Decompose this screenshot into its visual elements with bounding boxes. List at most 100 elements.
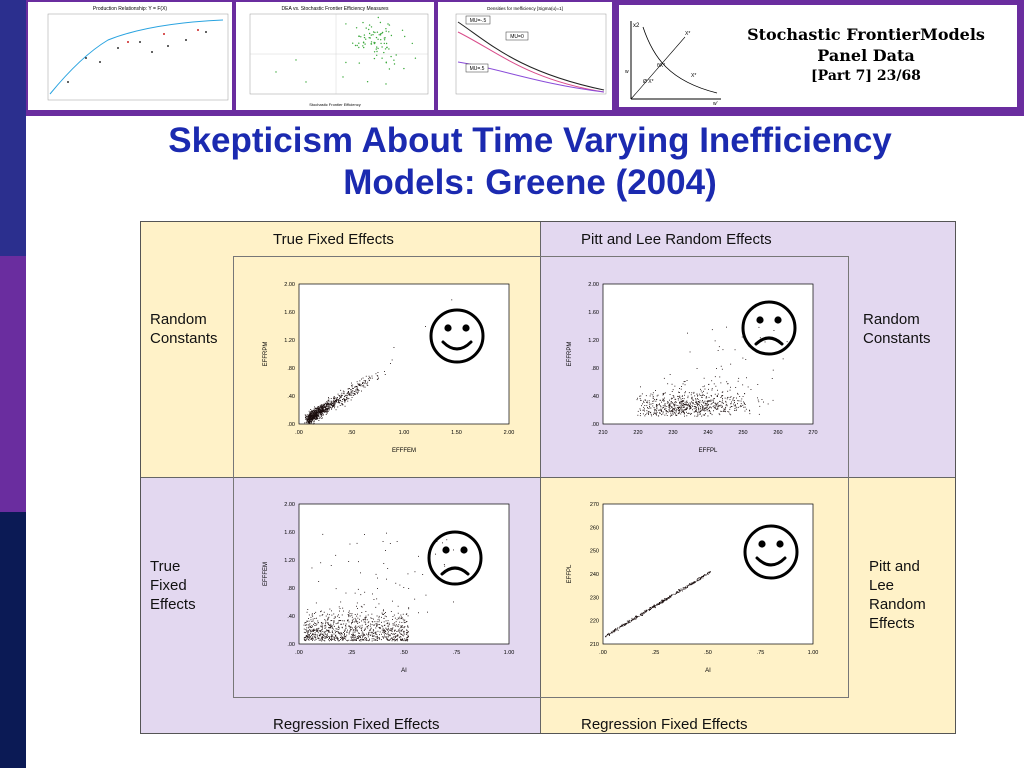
scatter-point	[354, 631, 356, 633]
scatter-point	[330, 625, 331, 627]
scatter-point	[716, 395, 718, 396]
scatter-point	[715, 403, 717, 405]
scatter-point	[328, 624, 330, 625]
scatter-point	[397, 605, 399, 607]
scatter-point	[364, 383, 366, 384]
scatter-point	[674, 407, 675, 409]
scatter-point	[649, 406, 650, 407]
scatter-point	[324, 619, 326, 621]
scatter-point	[365, 615, 367, 617]
scatter-point	[684, 404, 686, 406]
scatter-point	[742, 357, 744, 359]
scatter-point	[733, 405, 735, 407]
scatter-point	[341, 392, 343, 394]
scatter-point	[684, 394, 685, 396]
thumb2-dot	[360, 36, 362, 38]
scatter-point	[403, 633, 405, 635]
scatter-point	[352, 618, 354, 620]
scatter-point	[665, 408, 667, 410]
scatter-point	[701, 408, 703, 410]
scatter-point	[405, 621, 407, 623]
scatter-point	[349, 630, 351, 632]
scatter-point	[307, 624, 309, 626]
scatter-point	[313, 415, 314, 417]
thumb2-dot	[305, 81, 307, 83]
scatter-point	[327, 400, 329, 402]
scatter-point	[635, 615, 637, 617]
x-axis-label: EFFPL	[699, 448, 718, 454]
scatter-point	[309, 629, 310, 631]
scatter-point	[339, 402, 341, 404]
scatter-point	[362, 382, 363, 384]
scatter-point	[328, 408, 330, 410]
scatter-point	[354, 626, 356, 628]
scatter-point	[360, 640, 362, 642]
scatter-point	[702, 406, 704, 407]
scatter-point	[698, 409, 699, 411]
scatter-point	[306, 631, 308, 632]
scatter-point	[689, 412, 691, 414]
scatter-point	[635, 618, 637, 620]
scatter-point	[696, 402, 698, 404]
scatter-point	[384, 630, 386, 632]
thumb2-dot	[365, 27, 367, 29]
scatter-point	[725, 404, 727, 406]
scatter-point	[322, 405, 324, 407]
scatter-point	[320, 407, 322, 409]
scatter-point	[325, 635, 327, 637]
scatter-point	[316, 628, 318, 630]
scatter-point	[734, 408, 736, 409]
scatter-point	[646, 405, 648, 407]
scatter-point	[709, 571, 711, 573]
scatter-point	[692, 582, 694, 584]
scatter-point	[702, 407, 704, 409]
scatter-point	[398, 630, 400, 632]
scatter-point	[635, 618, 637, 619]
scatter-point	[643, 400, 644, 402]
scatter-point	[782, 358, 784, 360]
scatter-point	[722, 399, 723, 401]
scatter-point	[711, 407, 712, 409]
scatter-point	[673, 396, 675, 398]
scatter-point	[690, 584, 692, 586]
scatter-point	[697, 395, 698, 397]
scatter-point	[613, 630, 615, 632]
scatter-point	[418, 555, 419, 557]
scatter-point	[671, 410, 673, 412]
scatter-point	[711, 389, 713, 391]
scatter-point	[396, 639, 397, 641]
scatter-point	[677, 399, 679, 401]
scatter-point	[376, 379, 378, 380]
scatter-point	[335, 635, 336, 637]
scatter-point	[308, 420, 310, 422]
scatter-point	[671, 402, 673, 403]
scatter-point	[699, 395, 701, 396]
scatter-point	[655, 390, 656, 391]
scatter-point	[713, 410, 714, 412]
scatter-point	[364, 381, 366, 383]
scatter-point	[758, 326, 760, 328]
scatter-point	[311, 409, 313, 411]
scatter-point	[333, 623, 334, 625]
scatter-point	[699, 408, 701, 409]
scatter-point	[689, 404, 691, 406]
scatter-point	[645, 611, 647, 613]
scatter-point	[321, 412, 323, 414]
scatter-point	[351, 629, 353, 631]
scatter-point	[654, 399, 656, 400]
scatter-point	[371, 613, 373, 615]
scatter-point	[701, 576, 703, 578]
scatter-point	[316, 416, 318, 418]
scatter-point	[351, 634, 353, 636]
scatter-point	[335, 634, 337, 636]
scatter-point	[305, 640, 307, 642]
scatter-point	[315, 624, 317, 626]
scatter-point	[660, 602, 662, 603]
scatter-point	[387, 639, 389, 640]
scatter-point	[325, 623, 326, 625]
scatter-point	[340, 399, 341, 401]
thumb2-dot	[386, 46, 388, 48]
scatter-point	[319, 412, 320, 413]
scatter-point	[709, 411, 711, 412]
scatter-point	[330, 626, 332, 628]
